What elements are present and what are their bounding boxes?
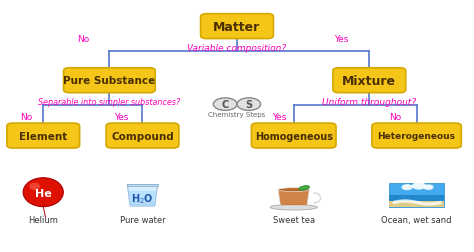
Text: Heterogeneous: Heterogeneous [378,132,456,141]
Text: Separable into simpler substances?: Separable into simpler substances? [38,98,181,107]
Text: He: He [35,189,52,199]
Polygon shape [128,185,157,206]
FancyBboxPatch shape [106,124,179,148]
Text: Yes: Yes [273,113,287,122]
FancyBboxPatch shape [372,124,461,148]
Text: Homogeneous: Homogeneous [255,131,333,141]
Text: Pure Substance: Pure Substance [63,76,155,86]
Circle shape [401,184,413,191]
Text: Matter: Matter [213,20,261,34]
Circle shape [412,182,426,190]
Text: C: C [221,100,229,110]
Text: Ocean, wet sand: Ocean, wet sand [382,215,452,225]
Text: S: S [245,100,252,110]
Text: No: No [77,35,90,44]
Ellipse shape [270,205,318,210]
Polygon shape [40,205,46,207]
FancyBboxPatch shape [389,202,444,207]
Bar [127,184,158,186]
Polygon shape [128,191,156,206]
FancyBboxPatch shape [251,124,336,148]
Text: Element: Element [19,131,67,141]
Text: Variable composition?: Variable composition? [187,44,287,53]
FancyBboxPatch shape [389,195,444,207]
Ellipse shape [278,188,310,192]
Text: Uniform throughout?: Uniform throughout? [322,98,416,107]
Text: No: No [389,113,401,122]
Text: Helium: Helium [28,215,58,225]
Text: Chemistry Steps: Chemistry Steps [209,112,265,118]
Text: Mixture: Mixture [342,74,396,87]
Text: Yes: Yes [334,35,348,44]
Circle shape [423,185,434,190]
FancyBboxPatch shape [333,69,406,93]
Text: Pure water: Pure water [119,215,165,225]
FancyBboxPatch shape [201,15,273,39]
Text: No: No [20,113,33,122]
Text: Yes: Yes [114,113,128,122]
Text: Sweet tea: Sweet tea [273,215,315,225]
Ellipse shape [299,186,310,191]
Ellipse shape [23,178,64,207]
Ellipse shape [29,183,40,191]
FancyBboxPatch shape [64,69,155,93]
Text: H$_2$O: H$_2$O [131,192,154,206]
Text: Compound: Compound [111,131,174,141]
FancyBboxPatch shape [7,124,80,148]
Circle shape [237,99,261,111]
FancyBboxPatch shape [389,183,444,207]
Polygon shape [278,190,310,206]
Circle shape [213,99,237,111]
